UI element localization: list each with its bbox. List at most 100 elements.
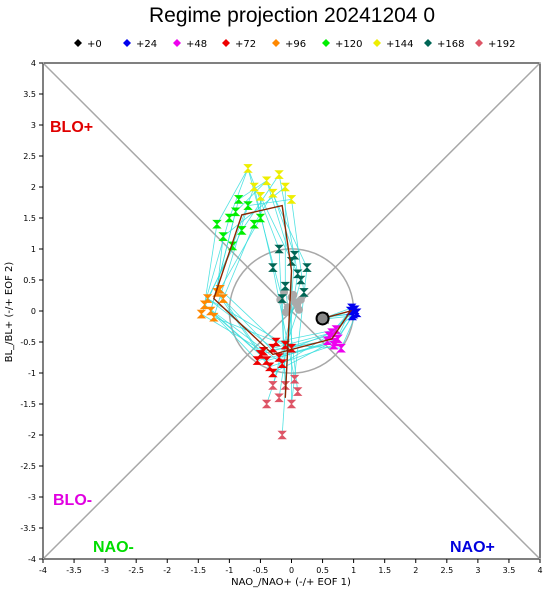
legend-marker	[322, 39, 330, 47]
data-point	[322, 336, 333, 346]
data-point	[292, 387, 303, 396]
data-point	[255, 192, 266, 201]
trajectory-link	[213, 205, 249, 318]
plot-area: BLO+ BLO- NAO- NAO+	[42, 62, 541, 560]
trajectory-link	[216, 168, 249, 225]
x-tick-label: 3	[475, 566, 480, 575]
data-point	[280, 281, 291, 291]
y-tick-label: 3.5	[23, 90, 36, 99]
x-tick-label: 1	[351, 566, 356, 575]
x-tick-label: 4	[537, 566, 542, 575]
trajectory-link	[266, 180, 292, 262]
data-point	[237, 226, 247, 235]
legend-label: +0	[87, 39, 102, 50]
data-point	[289, 250, 300, 260]
data-point	[206, 306, 216, 316]
data-point	[255, 213, 266, 223]
y-tick-label: 0.5	[23, 276, 36, 285]
legend-marker	[222, 39, 230, 47]
trajectory-link	[216, 292, 274, 374]
x-tick-label: -0.5	[253, 566, 269, 575]
x-tick-label: -1	[225, 566, 233, 575]
data-point	[252, 356, 263, 365]
x-tick-label: -2	[163, 566, 171, 575]
data-point	[296, 275, 306, 285]
legend-label: +192	[488, 39, 515, 50]
legend-label: +48	[186, 39, 207, 50]
y-tick-label: 3	[31, 121, 36, 130]
y-tick-label: 2	[31, 183, 36, 192]
data-point	[268, 188, 278, 198]
data-point	[289, 374, 300, 384]
y-axis-label: BL_/BL+ (-/+ EOF 2)	[4, 262, 15, 363]
data-point	[249, 182, 259, 192]
legend-label: +168	[437, 39, 464, 50]
data-point	[209, 312, 219, 322]
x-tick-label: -3.5	[66, 566, 82, 575]
data-point	[274, 393, 284, 403]
y-tick-label: 1.5	[23, 214, 36, 223]
data-point	[274, 170, 284, 179]
trajectory-link	[222, 224, 255, 299]
legend-marker	[74, 39, 82, 47]
trajectory-link	[272, 332, 332, 349]
data-point	[212, 219, 222, 229]
mean-track-line	[213, 204, 353, 398]
trajectory-link	[204, 224, 218, 305]
data-point	[280, 182, 291, 192]
data-point	[227, 241, 238, 251]
legend-marker	[475, 39, 483, 47]
x-tick-label: 2.5	[440, 566, 453, 575]
x-tick-label: 1.5	[378, 566, 391, 575]
trajectory-link	[232, 186, 255, 247]
trajectory-link	[204, 304, 283, 365]
legend-marker	[173, 39, 181, 47]
y-tick-label: -1.5	[20, 400, 36, 409]
data-point	[336, 343, 346, 353]
data-point	[218, 294, 228, 303]
trajectory-link	[257, 341, 336, 361]
x-tick-label: 2	[413, 566, 418, 575]
data-point	[329, 340, 339, 350]
data-point	[277, 359, 287, 368]
data-point	[268, 381, 278, 390]
legend-label: +96	[285, 39, 306, 50]
trajectory-link	[281, 335, 329, 365]
x-tick-label: 3.5	[503, 566, 516, 575]
region-label: NAO-	[93, 539, 134, 556]
y-tick-label: 2.5	[23, 152, 36, 161]
y-tick-label: -3	[28, 493, 36, 502]
mean-marker	[296, 295, 305, 304]
x-tick-label: 0	[289, 566, 294, 575]
data-point	[286, 399, 297, 409]
chart-title: Regime projection 20241204 0	[149, 4, 435, 27]
data-point	[277, 430, 287, 440]
mean-marker	[289, 290, 298, 299]
x-tick-label: -4	[39, 566, 47, 575]
data-point	[268, 368, 278, 378]
data-point	[302, 263, 312, 272]
legend-label: +120	[335, 39, 362, 50]
legend-marker	[373, 39, 381, 47]
region-label: BLO+	[50, 119, 93, 136]
x-tick-label: -1.5	[191, 566, 207, 575]
data-point	[196, 309, 207, 319]
data-point	[277, 294, 287, 303]
x-tick-label: 0.5	[316, 566, 329, 575]
y-tick-label: -0.5	[20, 338, 36, 347]
data-point	[268, 263, 278, 272]
x-axis-ticks: -4 -3.5 -3 -2.5 -2 -1.5 -1 -0.5 0 0.5 1 1.5 2 2.5 3 3.5…	[39, 559, 543, 575]
initial-state-marker	[315, 311, 330, 326]
data-point	[286, 195, 297, 204]
y-tick-label: -2	[28, 431, 36, 440]
x-axis-label: NAO_/NAO+ (-/+ EOF 1)	[231, 577, 351, 588]
y-tick-label: -2.5	[20, 462, 36, 471]
data-point	[280, 340, 291, 350]
data-point	[243, 164, 253, 173]
legend-marker	[272, 39, 280, 47]
data-point	[202, 294, 213, 303]
data-point	[352, 308, 362, 318]
x-tick-label: -3	[101, 566, 109, 575]
data-point	[271, 337, 281, 347]
